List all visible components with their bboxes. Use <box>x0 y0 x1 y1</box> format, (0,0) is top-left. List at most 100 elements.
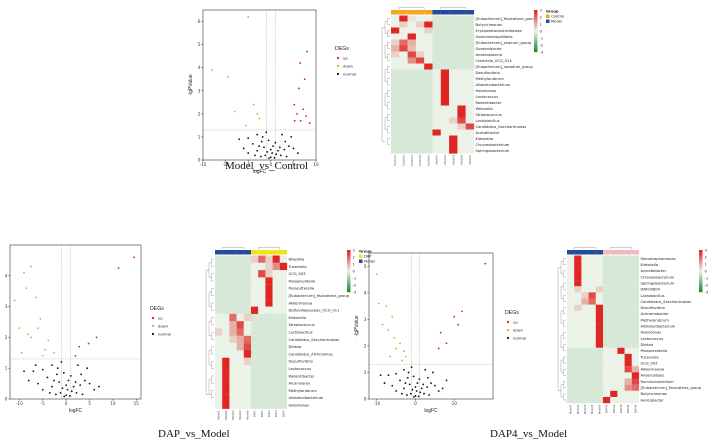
heatmap-cell <box>215 299 223 307</box>
heatmap-cell <box>465 123 475 130</box>
color-scale-segment <box>347 272 351 275</box>
color-scale-label: 2 <box>353 255 355 259</box>
y-tick-label: 2 <box>364 343 367 348</box>
y-tick-label: 3 <box>198 88 201 93</box>
heatmap-cell <box>610 384 618 391</box>
heatmap-cell <box>440 15 450 22</box>
dendrogram-branch <box>211 288 214 296</box>
heatmap-cell <box>603 292 611 299</box>
heatmap-cell <box>215 343 223 351</box>
dendrogram-branch <box>563 381 566 388</box>
heatmap-cell <box>243 394 252 402</box>
point-normal <box>409 392 412 395</box>
heatmap-cell <box>581 360 589 367</box>
point-normal <box>383 382 386 384</box>
point-up <box>305 115 307 118</box>
point-normal <box>433 384 436 387</box>
point-normal <box>412 375 415 378</box>
point-up <box>457 323 460 326</box>
heatmap-row-label: Helicobacter <box>641 398 665 402</box>
heatmap-cell <box>265 255 273 263</box>
color-scale-segment <box>347 278 351 280</box>
x-tick-label: -15 <box>200 162 207 167</box>
heatmap-cell <box>424 75 433 82</box>
color-scale-segment <box>347 286 351 289</box>
heatmap-cell <box>407 69 416 76</box>
heatmap-cell <box>631 255 640 262</box>
column-dendrogram-branch <box>610 247 632 250</box>
heatmap-cell <box>588 360 596 367</box>
point-up <box>74 354 77 357</box>
heatmap-row-label: Acinetobacter <box>641 269 667 273</box>
heatmap-row-label: Klebsiella <box>476 137 494 141</box>
heatmap-cell <box>399 105 408 112</box>
heatmap-cell <box>631 396 640 404</box>
heatmap-cell <box>407 147 416 154</box>
heatmap-column-label: DAP1 <box>253 410 257 417</box>
heatmap-cell <box>440 135 450 142</box>
heatmap-cell <box>603 390 611 398</box>
heatmap-column-label: DAP41 <box>605 404 609 413</box>
y-tick-label: 5 <box>364 264 367 269</box>
heatmap-cell <box>603 267 611 275</box>
point-down <box>26 333 29 336</box>
heatmap-cell <box>222 270 230 278</box>
x-tick-label: 5 <box>292 162 295 167</box>
heatmap-cell <box>215 262 223 271</box>
dendrogram-branch <box>387 54 390 61</box>
heatmap-cell <box>574 396 582 404</box>
heatmap-column-label: Model3 <box>231 410 235 420</box>
heatmap-cell <box>272 401 280 409</box>
heatmap-cell <box>624 317 632 324</box>
dendrogram-branch <box>211 302 214 311</box>
heatmap-cell <box>236 328 244 336</box>
point-down <box>13 299 16 302</box>
point-up <box>461 310 463 313</box>
heatmap-cell <box>603 273 611 281</box>
heatmap-cell <box>432 21 441 28</box>
heatmap-cell <box>567 335 575 342</box>
point-normal <box>74 381 77 383</box>
heatmap-cell <box>581 280 589 287</box>
heatmap-row-label: Klebsiella <box>289 316 307 320</box>
heatmap-cell <box>243 270 252 278</box>
point-normal <box>258 145 260 148</box>
dendrogram-branch <box>384 69 388 82</box>
legend-dot-normal <box>151 332 155 336</box>
heatmap-cell <box>624 261 632 268</box>
point-normal <box>264 154 267 157</box>
heatmap-cell <box>440 93 450 100</box>
point-normal <box>424 368 427 371</box>
heatmap-cell <box>251 401 259 409</box>
heatmap-cell <box>229 350 237 358</box>
point-normal <box>269 148 272 151</box>
heatmap-cell <box>449 45 458 52</box>
heatmap-column-label: Model1 <box>569 404 573 414</box>
group-legend-swatch <box>359 259 363 263</box>
color-scale-segment <box>347 253 351 256</box>
heatmap-cell <box>631 267 640 275</box>
panel-model-vs-control: -15 -10 -5 0 5 100123456logFC-lgPValueDEGsupd… <box>188 7 564 175</box>
heatmap-cell <box>272 255 280 263</box>
point-normal <box>414 394 417 397</box>
heatmap-cell <box>457 21 466 28</box>
heatmap-cell <box>581 353 589 361</box>
heatmap-cell <box>222 255 230 263</box>
heatmap-cell <box>229 365 237 373</box>
color-scale-label: -2 <box>353 283 357 287</box>
heatmap-cell <box>222 306 230 314</box>
point-normal <box>432 371 434 374</box>
heatmap-cell <box>465 147 475 154</box>
heatmap-cell <box>432 39 441 46</box>
point-normal <box>76 364 79 367</box>
heatmap-cell <box>399 63 408 70</box>
point-normal <box>256 133 259 136</box>
point-normal <box>247 137 250 139</box>
heatmap-cell <box>215 321 223 329</box>
point-normal <box>75 391 78 394</box>
heatmap-cell <box>567 255 575 262</box>
group-bar-cell <box>215 250 223 255</box>
point-normal <box>426 386 429 388</box>
heatmap-cell <box>251 284 259 293</box>
point-normal <box>251 142 254 145</box>
